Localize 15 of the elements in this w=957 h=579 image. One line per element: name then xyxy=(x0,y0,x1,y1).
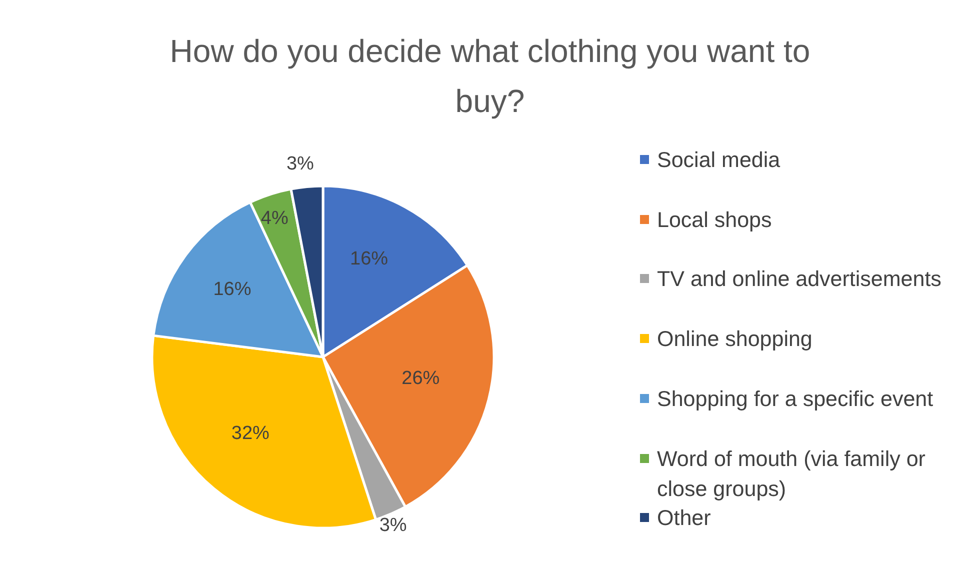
chart-title: How do you decide what clothing you want to buy? xyxy=(168,32,812,121)
legend-label: Online shopping xyxy=(657,326,814,354)
legend-label: Word of mouth (via family or close groups) xyxy=(657,446,926,502)
data-label: 4% xyxy=(260,208,288,230)
legend-label: Local shops xyxy=(657,206,773,234)
data-label: 32% xyxy=(231,423,270,444)
data-label: 16% xyxy=(213,279,252,300)
data-label: 3% xyxy=(286,153,314,174)
legend-label: Shopping for a specific event xyxy=(657,386,934,413)
data-label: 3% xyxy=(379,514,407,536)
data-label: 16% xyxy=(350,248,388,270)
data-label: 26% xyxy=(402,368,440,389)
legend-label: Other xyxy=(657,505,712,532)
legend-label: TV and online advertisements xyxy=(657,266,942,294)
legend-label: Social media xyxy=(657,147,782,174)
